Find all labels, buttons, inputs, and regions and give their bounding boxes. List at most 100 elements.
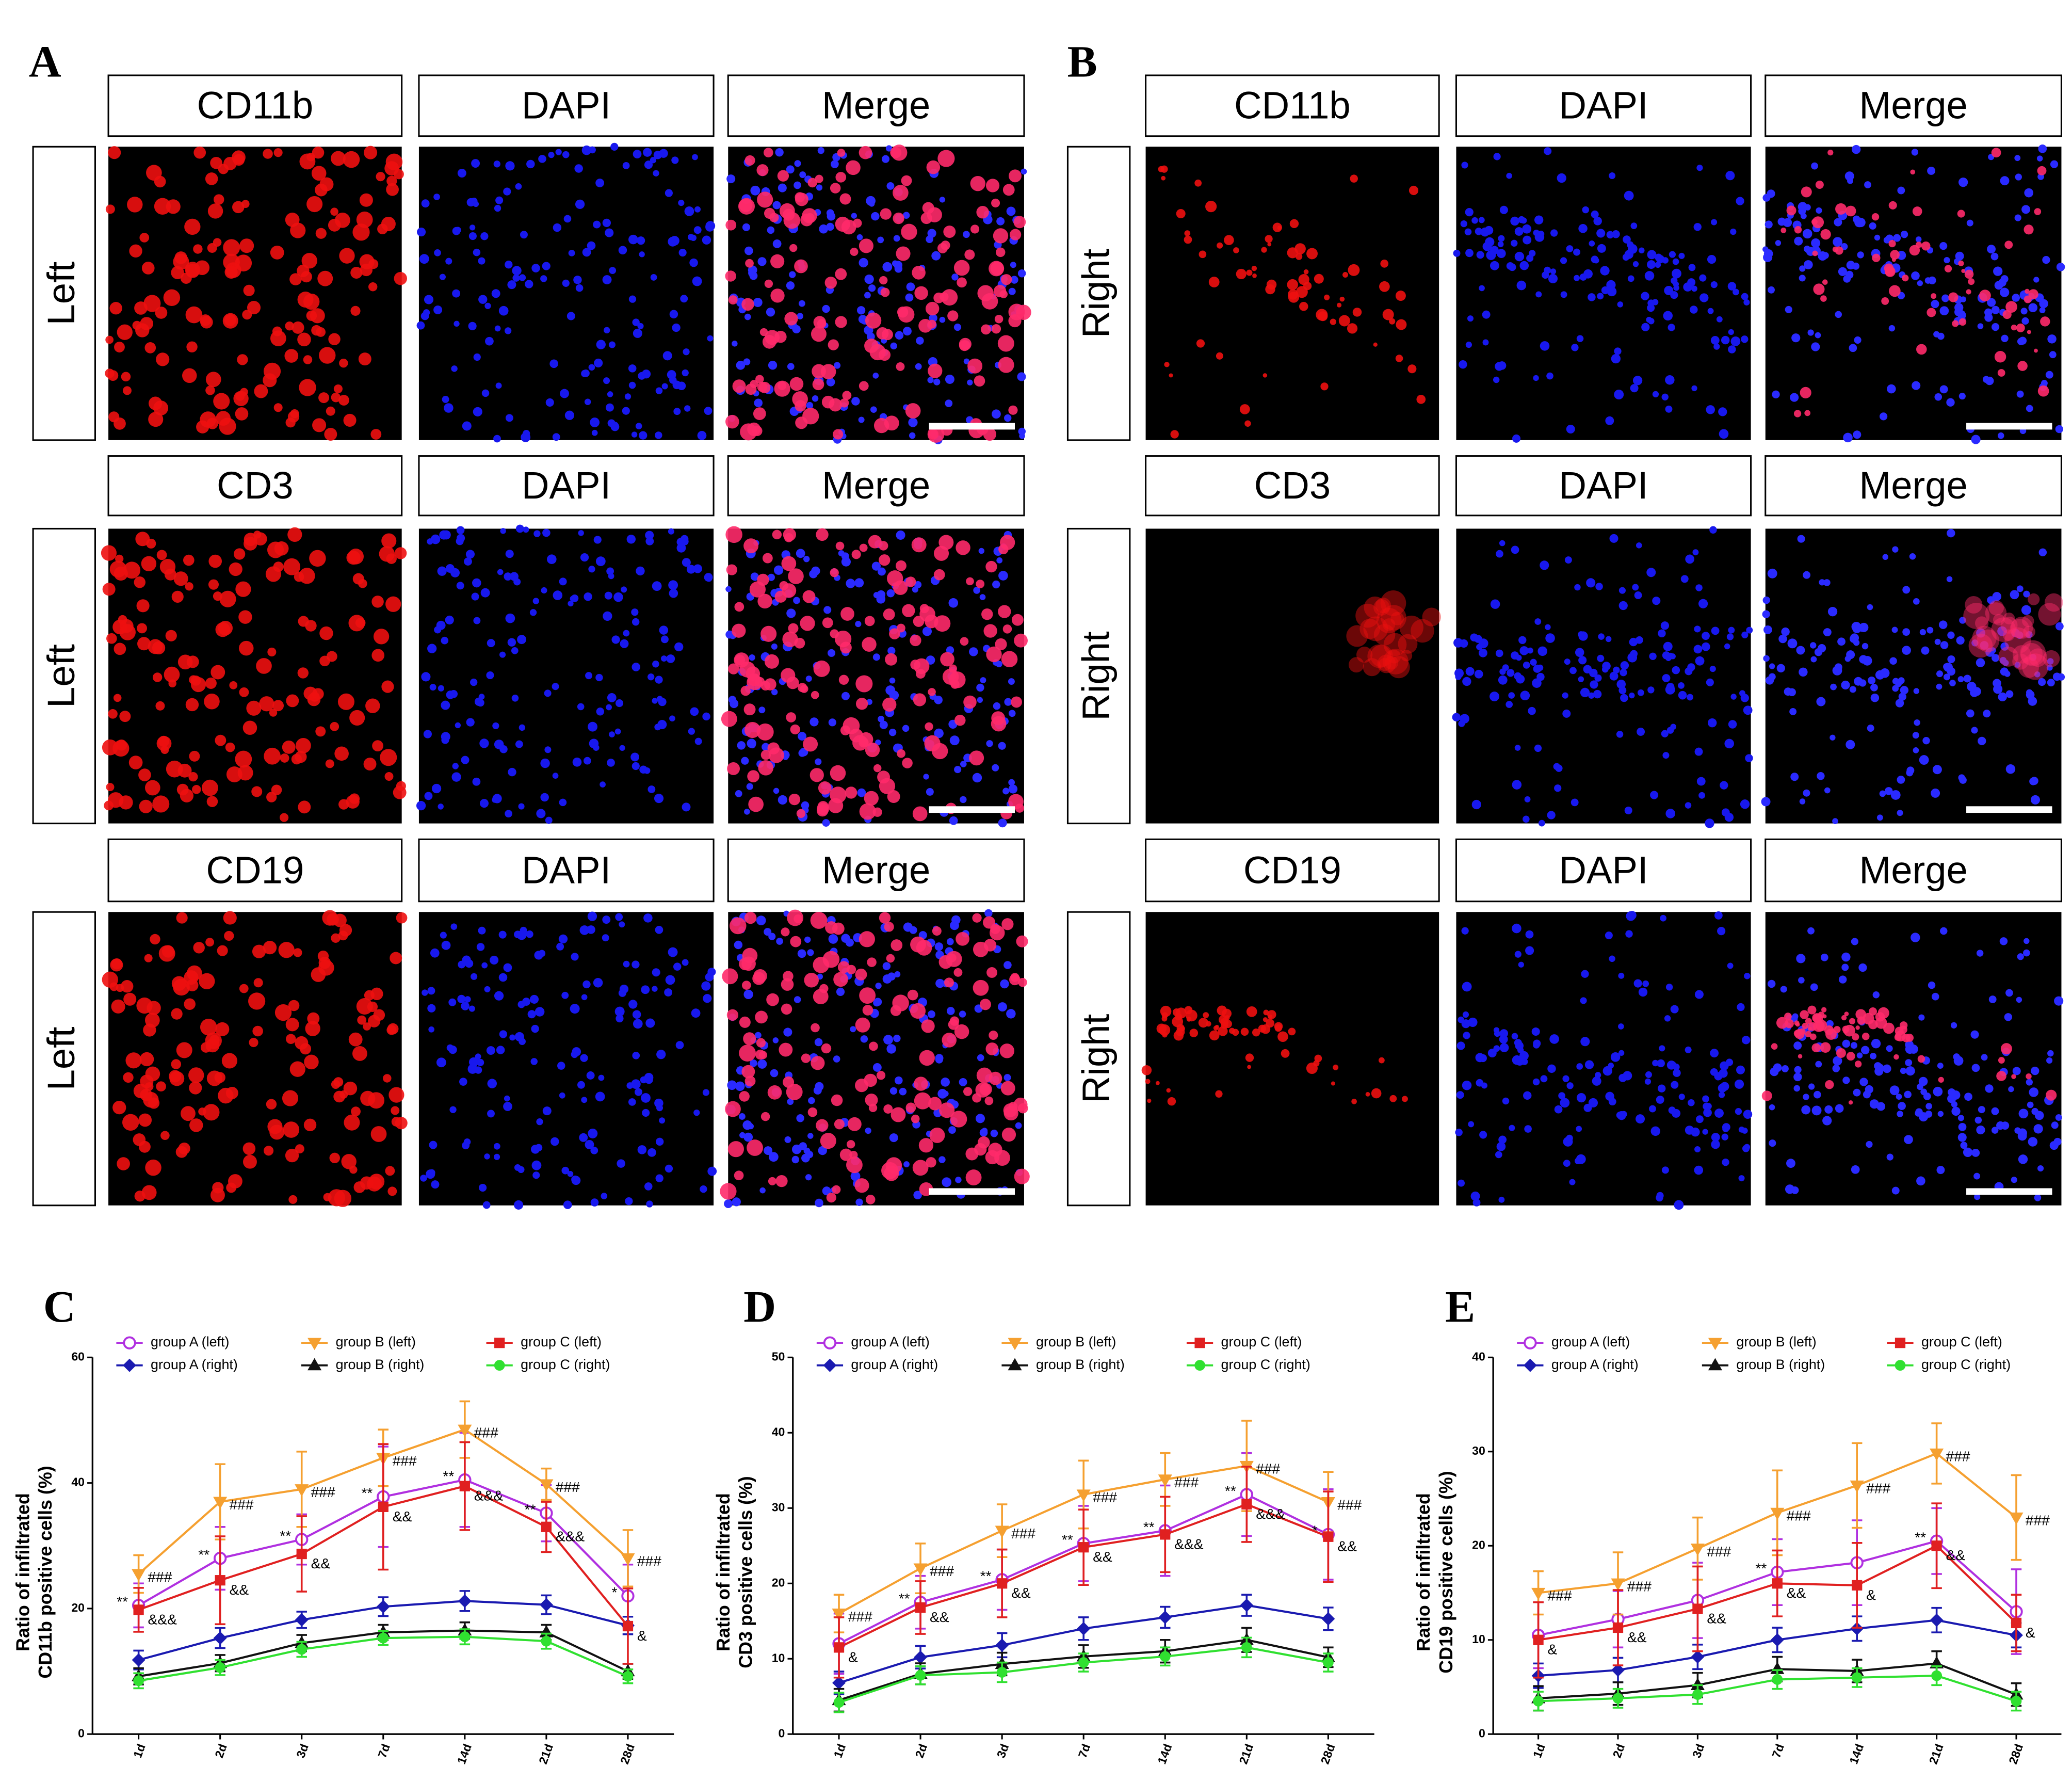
stain [229,681,238,689]
stain [932,743,948,760]
nucleus [1462,1080,1472,1090]
nucleus [606,704,612,711]
nucleus [980,677,986,683]
nucleus [1740,694,1749,702]
marker [296,1644,307,1655]
nucleus [1991,1107,1999,1115]
nucleus [850,1026,856,1033]
stain [312,146,325,159]
stain [192,785,201,794]
nucleus [875,983,882,989]
stain [865,1094,878,1107]
nucleus [1499,1043,1509,1052]
nucleus [468,1057,479,1067]
stain [380,749,397,766]
nucleus [1823,579,1831,586]
nucleus [1566,1082,1574,1089]
stain [756,723,774,741]
stain [1384,656,1399,670]
stain [141,556,157,572]
nucleus [1892,546,1899,553]
nucleus [931,251,941,261]
nucleus [1511,239,1518,247]
nucleus [838,550,845,557]
stain [152,641,166,655]
nucleus [1931,300,1939,309]
nucleus [433,305,443,314]
stain [102,583,116,596]
stain [794,637,805,649]
nucleus [1660,621,1670,630]
stain [1000,1081,1015,1096]
nucleus [702,712,710,721]
micrograph [721,526,1028,828]
stain [289,273,302,285]
nucleus [1911,933,1920,942]
nucleus [491,289,500,298]
nucleus [1778,634,1787,644]
nucleus [655,1174,663,1182]
nucleus [1807,329,1814,336]
nucleus [2037,1165,2044,1172]
nucleus [951,274,959,281]
stain [818,781,832,795]
nucleus [1982,376,1990,383]
stain [1166,1088,1171,1093]
nucleus [505,161,515,171]
stain [136,599,150,613]
nucleus [1661,393,1669,401]
nucleus [602,275,612,284]
stain [2000,1043,2012,1055]
marker [1708,1338,1722,1351]
nucleus [1530,658,1537,666]
stain [285,1148,299,1163]
stain [205,172,218,185]
nucleus [656,1104,663,1112]
nucleus [1891,627,1898,633]
nucleus [1912,732,1919,739]
micrograph [416,524,714,824]
stain [311,967,326,982]
nucleus [1775,240,1782,246]
nucleus [1872,991,1880,999]
stain [1875,1012,1885,1022]
nucleus [836,987,845,996]
nucleus [473,248,481,256]
stain [1320,382,1329,391]
nucleus [1566,425,1575,434]
nucleus [942,1177,952,1187]
stain [886,570,903,587]
stain [134,301,148,315]
marker [832,1676,846,1690]
stain [263,940,277,955]
stain [1367,644,1391,668]
stain [267,647,277,656]
nucleus [621,586,627,593]
nucleus [858,416,865,423]
stain [1968,633,1993,658]
nucleus [1884,787,1893,795]
nucleus [1841,963,1849,971]
nucleus [1725,171,1735,181]
nucleus [738,1113,746,1120]
nucleus [495,196,504,204]
nucleus [1735,1108,1742,1115]
stain [330,721,339,731]
nucleus [1849,686,1856,693]
marker [541,1635,552,1647]
stain [969,750,984,766]
micrograph [105,146,407,441]
nucleus [949,735,960,746]
stain [1318,311,1328,322]
stain [720,1183,737,1200]
stain [1827,150,1834,156]
nucleus [1898,1102,1906,1110]
significance-annotation: ### [848,1608,872,1625]
nucleus [477,1058,484,1066]
nucleus [1790,393,1799,402]
nucleus [1948,1088,1956,1096]
nucleus [1810,983,1818,991]
stain [206,796,218,807]
nucleus [659,1117,666,1124]
nucleus [518,803,525,810]
